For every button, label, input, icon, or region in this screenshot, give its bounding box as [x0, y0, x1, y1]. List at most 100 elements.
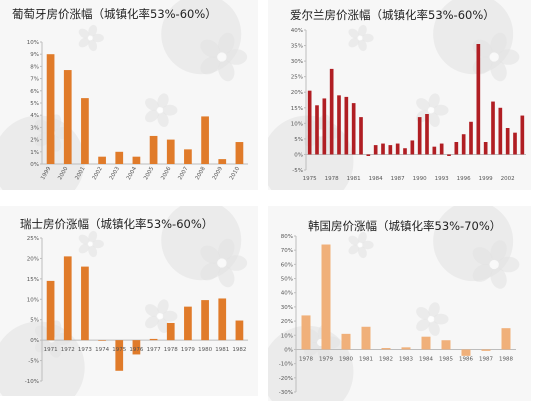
portugal-house-price-chart: 葡萄牙房价涨幅（城镇化率53%-60%） 0% 1% 2% 3% 4% 5% 6% 7% 8% 9%… [0, 0, 258, 190]
y-tick-label: -5% [28, 359, 39, 365]
y-tick-label: 0% [284, 347, 293, 353]
x-tick-label: 1975 [303, 176, 317, 182]
bar-1997 [469, 121, 473, 155]
x-tick-label: 1975 [112, 347, 126, 353]
y-tick-label: 25% [27, 236, 39, 242]
x-tick-label: 1985 [439, 356, 453, 362]
y-tick-label: 50% [281, 277, 293, 283]
bar-1984 [373, 145, 378, 155]
chart-title: 爱尔兰房价涨幅（城镇化率53%-60%） [290, 8, 495, 22]
x-tick-label: 1978 [325, 176, 339, 182]
bar-2006 [166, 139, 175, 164]
x-tick-label: 1978 [299, 356, 313, 362]
x-tick-label: 2002 [501, 176, 515, 182]
bar-1980 [201, 300, 209, 341]
x-tick-label: 1973 [78, 347, 92, 353]
y-tick-label: 0% [30, 162, 39, 168]
y-tick-label: 40% [281, 291, 293, 297]
bar-1981 [351, 103, 356, 155]
bar-1977 [149, 338, 158, 341]
bar-1979 [337, 95, 341, 155]
bar-1975 [307, 90, 312, 155]
bar-1975 [115, 340, 124, 371]
y-tick-label: 30% [281, 305, 293, 311]
bar-1978 [166, 322, 175, 341]
x-tick-label: 1980 [198, 347, 212, 353]
x-tick-label: 1979 [319, 356, 333, 362]
x-tick-label: 1978 [164, 347, 178, 353]
bar-1976 [315, 105, 319, 155]
bar-1995 [454, 142, 459, 155]
y-tick-label: 35% [291, 44, 303, 50]
bar-1979 [184, 306, 192, 341]
x-tick-label: 1974 [95, 347, 109, 353]
y-tick-label: -5% [292, 168, 303, 174]
bar-1982 [359, 117, 363, 155]
y-tick-label: 9% [30, 52, 39, 58]
x-tick-label: 1984 [369, 176, 383, 182]
bar-2004 [132, 156, 141, 164]
x-tick-label: 1981 [347, 176, 361, 182]
chart-title: 韩国房价涨幅（城镇化率53%-70%） [308, 219, 501, 233]
y-tick-label: 10% [27, 297, 39, 303]
background-decoration [0, 0, 258, 190]
bar-2002 [505, 128, 510, 155]
bar-1999 [46, 54, 55, 165]
x-tick-label: 1983 [399, 356, 413, 362]
y-tick-label: -30% [279, 390, 293, 396]
x-tick-label: 1982 [379, 356, 393, 362]
bar-1976 [132, 340, 141, 355]
y-tick-label: 15% [27, 277, 39, 283]
y-tick-label: 10% [281, 333, 293, 339]
bar-1993 [439, 143, 444, 155]
bar-1987 [481, 349, 491, 351]
x-tick-label: 1987 [479, 356, 493, 362]
bar-1971 [46, 280, 55, 341]
bar-2004 [520, 115, 525, 155]
bar-2009 [218, 159, 227, 164]
y-tick-label: 60% [281, 262, 293, 268]
chart-panel-switzerland: 瑞士房价涨幅（城镇化率53%-60%） -10% -5% 0% 5% 10% 15% 20% 2… [0, 206, 258, 396]
chart-panel-portugal: 葡萄牙房价涨幅（城镇化率53%-60%） 0% 1% 2% 3% 4% 5% 6% 7% 8% 9%… [0, 0, 258, 190]
bar-1994 [447, 154, 451, 156]
chart-title: 葡萄牙房价涨幅（城镇化率53%-60%） [12, 7, 217, 21]
bar-2001 [498, 107, 503, 155]
bar-1991 [425, 114, 429, 155]
y-tick-label: 20% [281, 319, 293, 325]
bar-1977 [322, 98, 327, 155]
y-tick-label: 20% [291, 90, 303, 96]
bar-1981 [361, 326, 371, 350]
y-tick-label: 5% [30, 318, 39, 324]
bar-1980 [341, 333, 351, 350]
bar-1992 [432, 146, 437, 155]
x-tick-label: 1996 [457, 176, 471, 182]
bar-2000 [491, 101, 495, 155]
x-tick-label: 1993 [435, 176, 449, 182]
y-tick-label: 20% [27, 256, 39, 262]
x-tick-label: 1980 [339, 356, 353, 362]
bar-1987 [395, 143, 400, 155]
y-tick-label: 5% [294, 137, 303, 143]
y-tick-label: 10% [27, 40, 39, 46]
bar-2010 [235, 142, 244, 164]
chart-title: 瑞士房价涨幅（城镇化率53%-60%） [20, 217, 213, 231]
y-tick-label: 8% [30, 64, 39, 70]
bar-1999 [483, 142, 488, 155]
y-tick-label: 0% [30, 338, 39, 344]
chart-panel-korea: 韩国房价涨幅（城镇化率53%-70%） -30% -20% -10% 0% 10% 20% 3… [268, 206, 531, 401]
x-tick-label: 1982 [232, 347, 246, 353]
bar-2007 [184, 149, 192, 164]
y-tick-label: 3% [30, 125, 39, 131]
y-tick-label: 0% [294, 152, 303, 158]
bar-2000 [63, 70, 72, 164]
y-tick-label: 40% [291, 28, 303, 34]
x-tick-label: 1990 [413, 176, 427, 182]
x-tick-label: 1972 [61, 347, 75, 353]
y-tick-label: 6% [30, 89, 39, 95]
y-tick-label: -10% [25, 379, 39, 385]
y-tick-label: 10% [291, 121, 303, 127]
bar-1998 [476, 44, 481, 155]
bar-2002 [98, 156, 106, 164]
bar-1980 [344, 96, 349, 155]
y-tick-label: 4% [30, 113, 39, 119]
